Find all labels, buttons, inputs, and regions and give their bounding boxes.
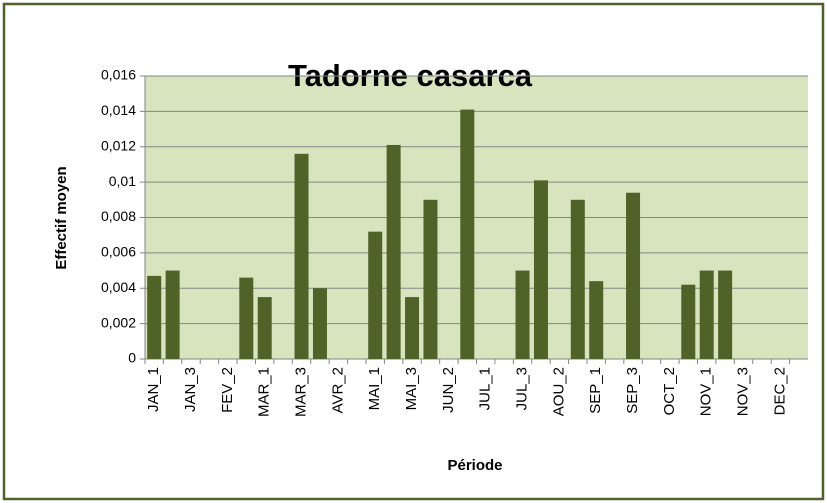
x-tick-label: AOU_2 xyxy=(550,367,567,416)
x-tick-label: MAI_1 xyxy=(366,367,383,410)
bar xyxy=(718,270,733,359)
y-axis-label: Effectif moyen xyxy=(53,166,70,269)
y-tick-label: 0,006 xyxy=(101,244,136,260)
bar xyxy=(570,199,585,359)
bar xyxy=(165,270,180,359)
bar xyxy=(147,275,162,359)
x-tick-label: SEP_3 xyxy=(624,367,641,414)
bar xyxy=(589,281,604,359)
bar xyxy=(515,270,530,359)
x-tick-label: AVR_2 xyxy=(329,367,346,413)
y-tick-label: 0,004 xyxy=(101,279,136,295)
x-tick-label: JUL_3 xyxy=(514,367,531,410)
x-tick-label: OCT_2 xyxy=(661,367,678,415)
bar xyxy=(405,297,420,359)
x-tick-label: NOV_3 xyxy=(735,367,752,416)
bar xyxy=(681,284,696,359)
x-tick-label: JUN_2 xyxy=(440,367,457,413)
y-tick-label: 0,008 xyxy=(101,208,136,224)
bar xyxy=(386,144,401,359)
x-tick-label: MAR_1 xyxy=(256,367,273,417)
y-tick-label: 0,016 xyxy=(101,67,136,83)
x-tick-label: DEC_2 xyxy=(771,367,788,415)
x-tick-label: SEP_1 xyxy=(587,367,604,414)
y-tick-label: 0,01 xyxy=(109,173,136,189)
bar xyxy=(294,153,309,359)
x-tick-label: JAN_3 xyxy=(182,367,199,412)
bar xyxy=(423,199,438,359)
x-tick-label: FEV_2 xyxy=(219,367,236,413)
x-tick-label: NOV_1 xyxy=(698,367,715,416)
bar xyxy=(257,297,272,359)
bar xyxy=(312,288,327,359)
y-tick-label: 0,002 xyxy=(101,314,136,330)
bar xyxy=(368,231,383,359)
x-tick-label: MAR_3 xyxy=(293,367,310,417)
y-tick-label: 0 xyxy=(128,350,136,366)
bar xyxy=(626,192,641,359)
x-tick-label: JAN_1 xyxy=(145,367,162,412)
bar xyxy=(239,277,254,359)
bar xyxy=(460,109,475,359)
x-tick-label: JUL_1 xyxy=(477,367,494,410)
bar xyxy=(533,180,548,359)
x-tick-label: MAI_3 xyxy=(403,367,420,410)
y-tick-label: 0,012 xyxy=(101,137,136,153)
x-axis-label: Période xyxy=(447,457,502,474)
bar xyxy=(699,270,714,359)
y-tick-label: 0,014 xyxy=(101,102,136,118)
